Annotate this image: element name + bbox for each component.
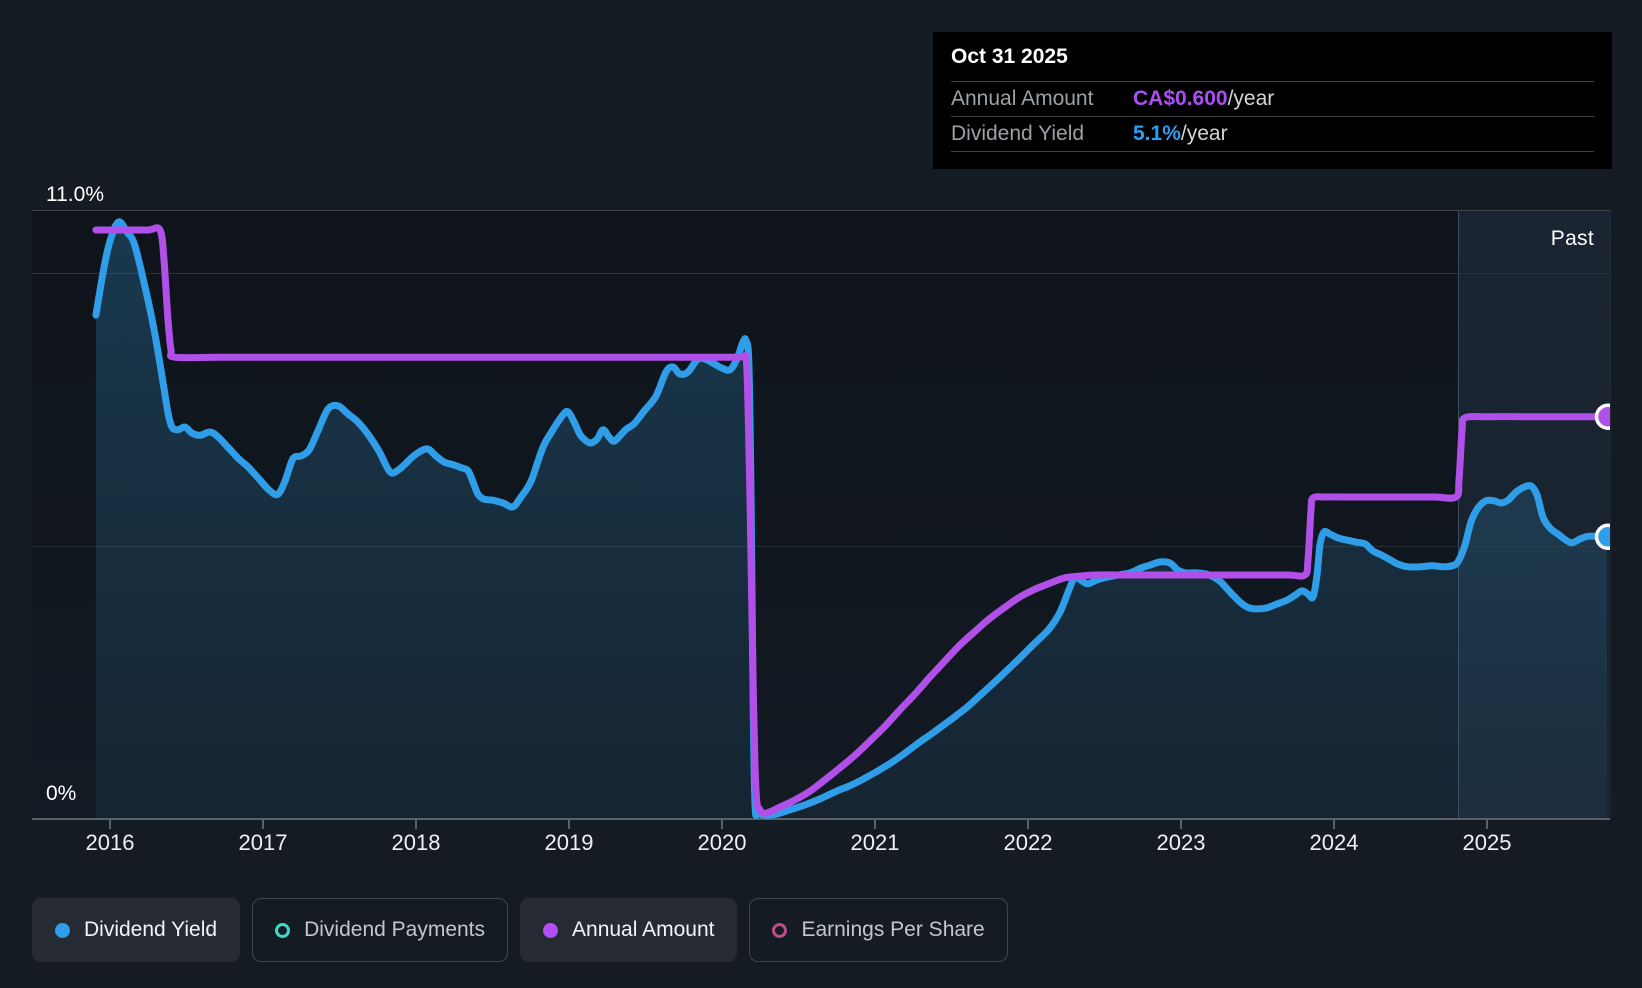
tooltip-label: Annual Amount [951,87,1094,110]
x-axis-tick [1027,820,1029,829]
x-axis-label-2016: 2016 [85,830,135,855]
legend-label: Dividend Payments [304,918,486,941]
gridline-5pct [32,546,1610,547]
x-axis-label-2019: 2019 [544,830,594,855]
x-axis-tick [1333,820,1335,829]
tooltip-value-annual-amount: CA$0.600 [1133,87,1228,110]
x-axis-label-2021: 2021 [850,830,900,855]
x-axis-label-2025: 2025 [1462,830,1512,855]
legend-button-earnings-per-share[interactable]: Earnings Per Share [749,898,1008,962]
tooltip-row-annual-amount: Annual Amount CA$0.600 /year [951,81,1594,116]
legend-button-dividend-payments[interactable]: Dividend Payments [252,898,509,962]
annual-amount-dot-icon [543,922,559,938]
x-axis-tick [721,820,723,829]
x-axis-tick [1180,820,1182,829]
x-axis-label-2017: 2017 [238,830,288,855]
x-axis-label-2024: 2024 [1309,830,1359,855]
x-axis-tick [874,820,876,829]
past-region-label: Past [1550,227,1594,250]
dividend-yield-dot-icon [55,922,70,938]
y-axis-max-label: 11.0% [46,183,104,206]
chart-tooltip: Oct 31 2025 Annual Amount CA$0.600 /year… [933,32,1612,169]
x-axis-tick [415,820,417,829]
x-axis-tick [262,820,264,829]
earnings-per-share-ring-icon [772,922,788,938]
tooltip-value-dividend-yield: 5.1% [1133,122,1181,145]
dividend-payments-ring-icon [275,922,291,938]
annual-amount-endpoint-dot [1594,403,1610,430]
tooltip-date: Oct 31 2025 [951,44,1068,68]
chart-legend: Dividend Yield Dividend Payments Annual … [32,898,1008,962]
tooltip-label: Dividend Yield [951,122,1085,145]
legend-button-annual-amount[interactable]: Annual Amount [520,898,738,962]
gridline-10pct [32,273,1610,274]
legend-label: Annual Amount [572,918,715,941]
x-axis-tick [109,820,111,829]
dividend-yield-area [95,221,1608,818]
dividend-yield-endpoint-dot [1594,523,1610,551]
tooltip-value-suffix: /year [1227,87,1275,110]
legend-button-dividend-yield[interactable]: Dividend Yield [32,898,241,962]
annual-amount-line [92,224,1610,817]
x-axis-label-2018: 2018 [391,830,441,855]
x-axis-tick [568,820,570,829]
x-axis-line [32,818,1610,820]
x-axis-tick [1486,820,1488,829]
x-axis-label-2023: 2023 [1156,830,1206,855]
y-axis-min-label: 0% [46,782,77,805]
legend-label: Dividend Yield [84,918,218,941]
x-axis-label-2020: 2020 [697,830,747,855]
x-axis-label-2022: 2022 [1003,830,1053,855]
tooltip-row-dividend-yield: Dividend Yield 5.1% /year [951,116,1594,152]
legend-label: Earnings Per Share [801,918,985,941]
tooltip-value-suffix: /year [1180,122,1228,145]
